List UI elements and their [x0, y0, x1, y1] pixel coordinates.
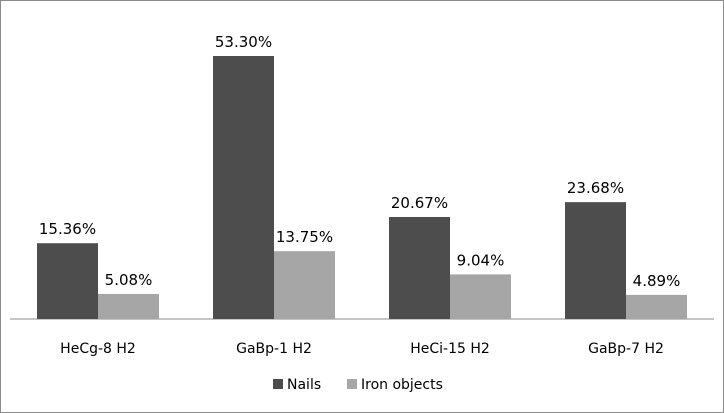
bar-nails-3 [565, 202, 626, 319]
bar-iron-objects-2 [450, 274, 511, 319]
data-label-iron-objects-2: 9.04% [457, 251, 505, 269]
data-label-nails-2: 20.67% [391, 194, 448, 212]
bar-iron-objects-3 [626, 294, 687, 319]
bar-nails-2 [389, 217, 450, 319]
legend-swatch-nails [273, 379, 283, 389]
category-label-0: HeCg-8 H2 [60, 341, 136, 357]
data-label-nails-0: 15.36% [39, 220, 96, 238]
legend-label-nails: Nails [287, 377, 321, 393]
category-label-1: GaBp-1 H2 [236, 341, 312, 357]
data-label-iron-objects-1: 13.75% [276, 228, 333, 246]
category-label-3: GaBp-7 H2 [588, 341, 664, 357]
legend: Nails Iron objects [273, 377, 443, 393]
data-label-iron-objects-0: 5.08% [105, 271, 153, 289]
bar-iron-objects-1 [274, 251, 335, 319]
bar-nails-1 [213, 56, 274, 319]
value-labels-group: 15.36% 5.08% 53.30% 13.75% 20.67% 9.04% 23.68%… [39, 33, 680, 290]
category-label-2: HeCi-15 H2 [410, 341, 490, 357]
legend-label-iron-objects: Iron objects [361, 377, 443, 393]
bars-group [37, 56, 687, 319]
data-label-nails-1: 53.30% [215, 33, 272, 51]
data-label-nails-3: 23.68% [567, 179, 624, 197]
bar-iron-objects-0 [98, 293, 159, 319]
legend-swatch-iron-objects [347, 379, 357, 389]
bar-nails-0 [37, 243, 98, 319]
category-labels-group: HeCg-8 H2 GaBp-1 H2 HeCi-15 H2 GaBp-7 H2 [60, 341, 664, 357]
data-label-iron-objects-3: 4.89% [633, 272, 681, 290]
